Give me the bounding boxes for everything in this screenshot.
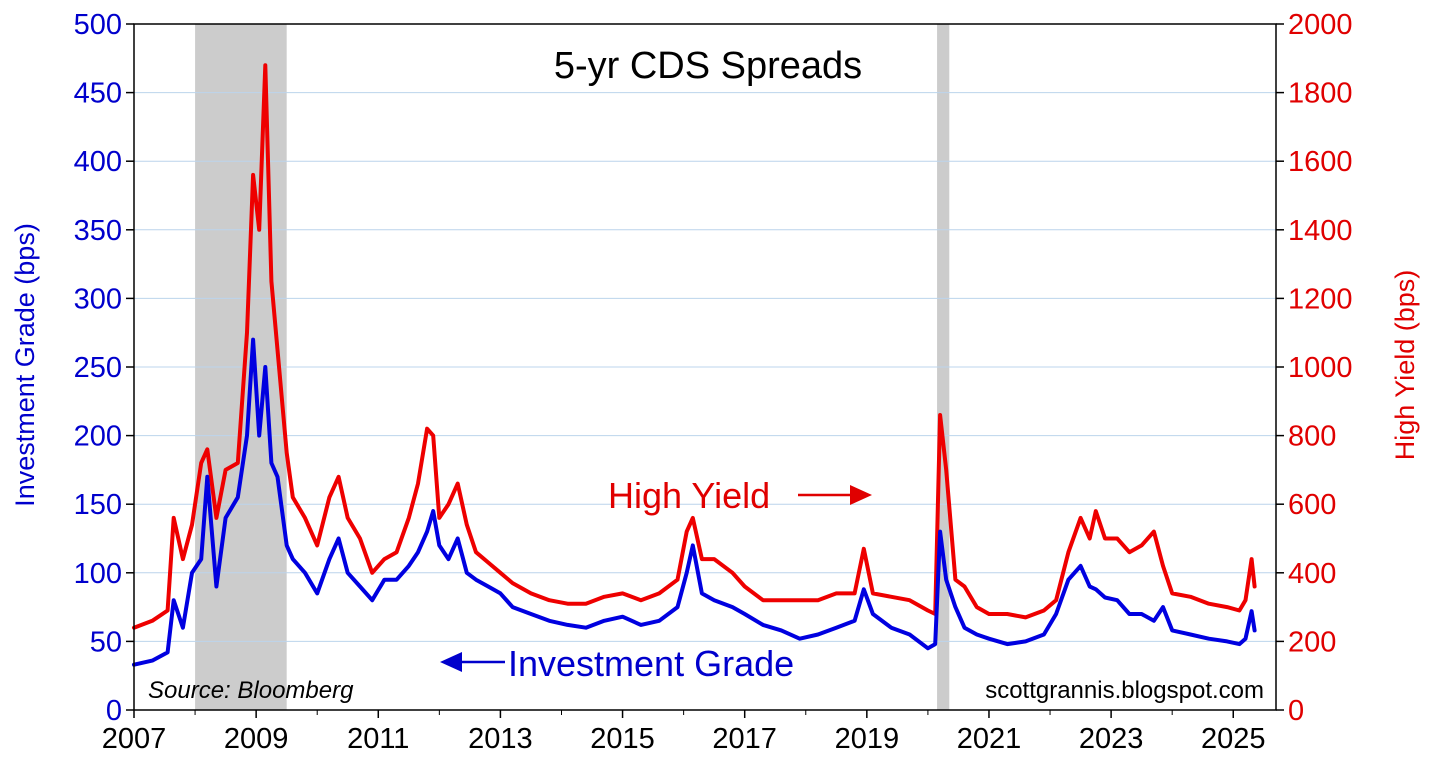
tick-label-left: 400 — [74, 146, 122, 178]
tick-label-x: 2023 — [1079, 723, 1144, 755]
tick-label-right: 2000 — [1288, 9, 1353, 41]
tick-label-x: 2025 — [1201, 723, 1266, 755]
tick-label-right: 1600 — [1288, 146, 1353, 178]
tick-label-right: 400 — [1288, 558, 1336, 590]
tick-label-right: 800 — [1288, 421, 1336, 453]
tick-label-right: 1400 — [1288, 215, 1353, 247]
tick-label-left: 200 — [74, 421, 122, 453]
tick-label-x: 2017 — [712, 723, 777, 755]
annotation-high-yield: High Yield — [608, 475, 770, 516]
source-note: Source: Bloomberg — [148, 677, 354, 704]
tick-label-left: 50 — [90, 626, 122, 658]
tick-label-x: 2021 — [957, 723, 1022, 755]
tick-label-left: 500 — [74, 9, 122, 41]
tick-label-right: 200 — [1288, 626, 1336, 658]
tick-label-left: 0 — [106, 695, 122, 727]
tick-label-right: 1800 — [1288, 78, 1353, 110]
tick-label-right: 0 — [1288, 695, 1304, 727]
tick-label-x: 2011 — [347, 723, 409, 755]
gridlines — [134, 23, 1276, 642]
arrow-left-icon — [440, 652, 505, 672]
tick-label-right: 1000 — [1288, 352, 1353, 384]
tick-label-left: 300 — [74, 283, 122, 315]
left-axis-label: Investment Grade (bps) — [10, 223, 40, 507]
tick-labels: 0 50 100 150 200 250 300 350 400 450 500 0 200 400 600… — [74, 9, 1353, 755]
tick-label-right: 1200 — [1288, 283, 1353, 315]
tick-label-left: 100 — [74, 558, 122, 590]
tick-label-x: 2013 — [468, 723, 533, 755]
series-line-investment-grade — [132, 337, 1257, 667]
tick-label-x: 2015 — [590, 723, 655, 755]
tick-label-x: 2009 — [224, 723, 289, 755]
credit-note: scottgrannis.blogspot.com — [985, 677, 1264, 704]
annotation-investment-grade: Investment Grade — [508, 643, 794, 684]
tick-label-left: 150 — [74, 489, 122, 521]
series-lines — [132, 63, 1257, 667]
series-line-high-yield — [132, 63, 1257, 630]
tick-label-left: 450 — [74, 78, 122, 110]
tick-label-right: 600 — [1288, 489, 1336, 521]
tick-label-x: 2007 — [102, 723, 167, 755]
tick-label-left: 250 — [74, 352, 122, 384]
right-axis-label: High Yield (bps) — [1390, 270, 1420, 461]
arrow-right-icon — [798, 485, 872, 505]
tick-label-x: 2019 — [835, 723, 900, 755]
tick-label-left: 350 — [74, 215, 122, 247]
chart-title: 5-yr CDS Spreads — [554, 45, 862, 87]
